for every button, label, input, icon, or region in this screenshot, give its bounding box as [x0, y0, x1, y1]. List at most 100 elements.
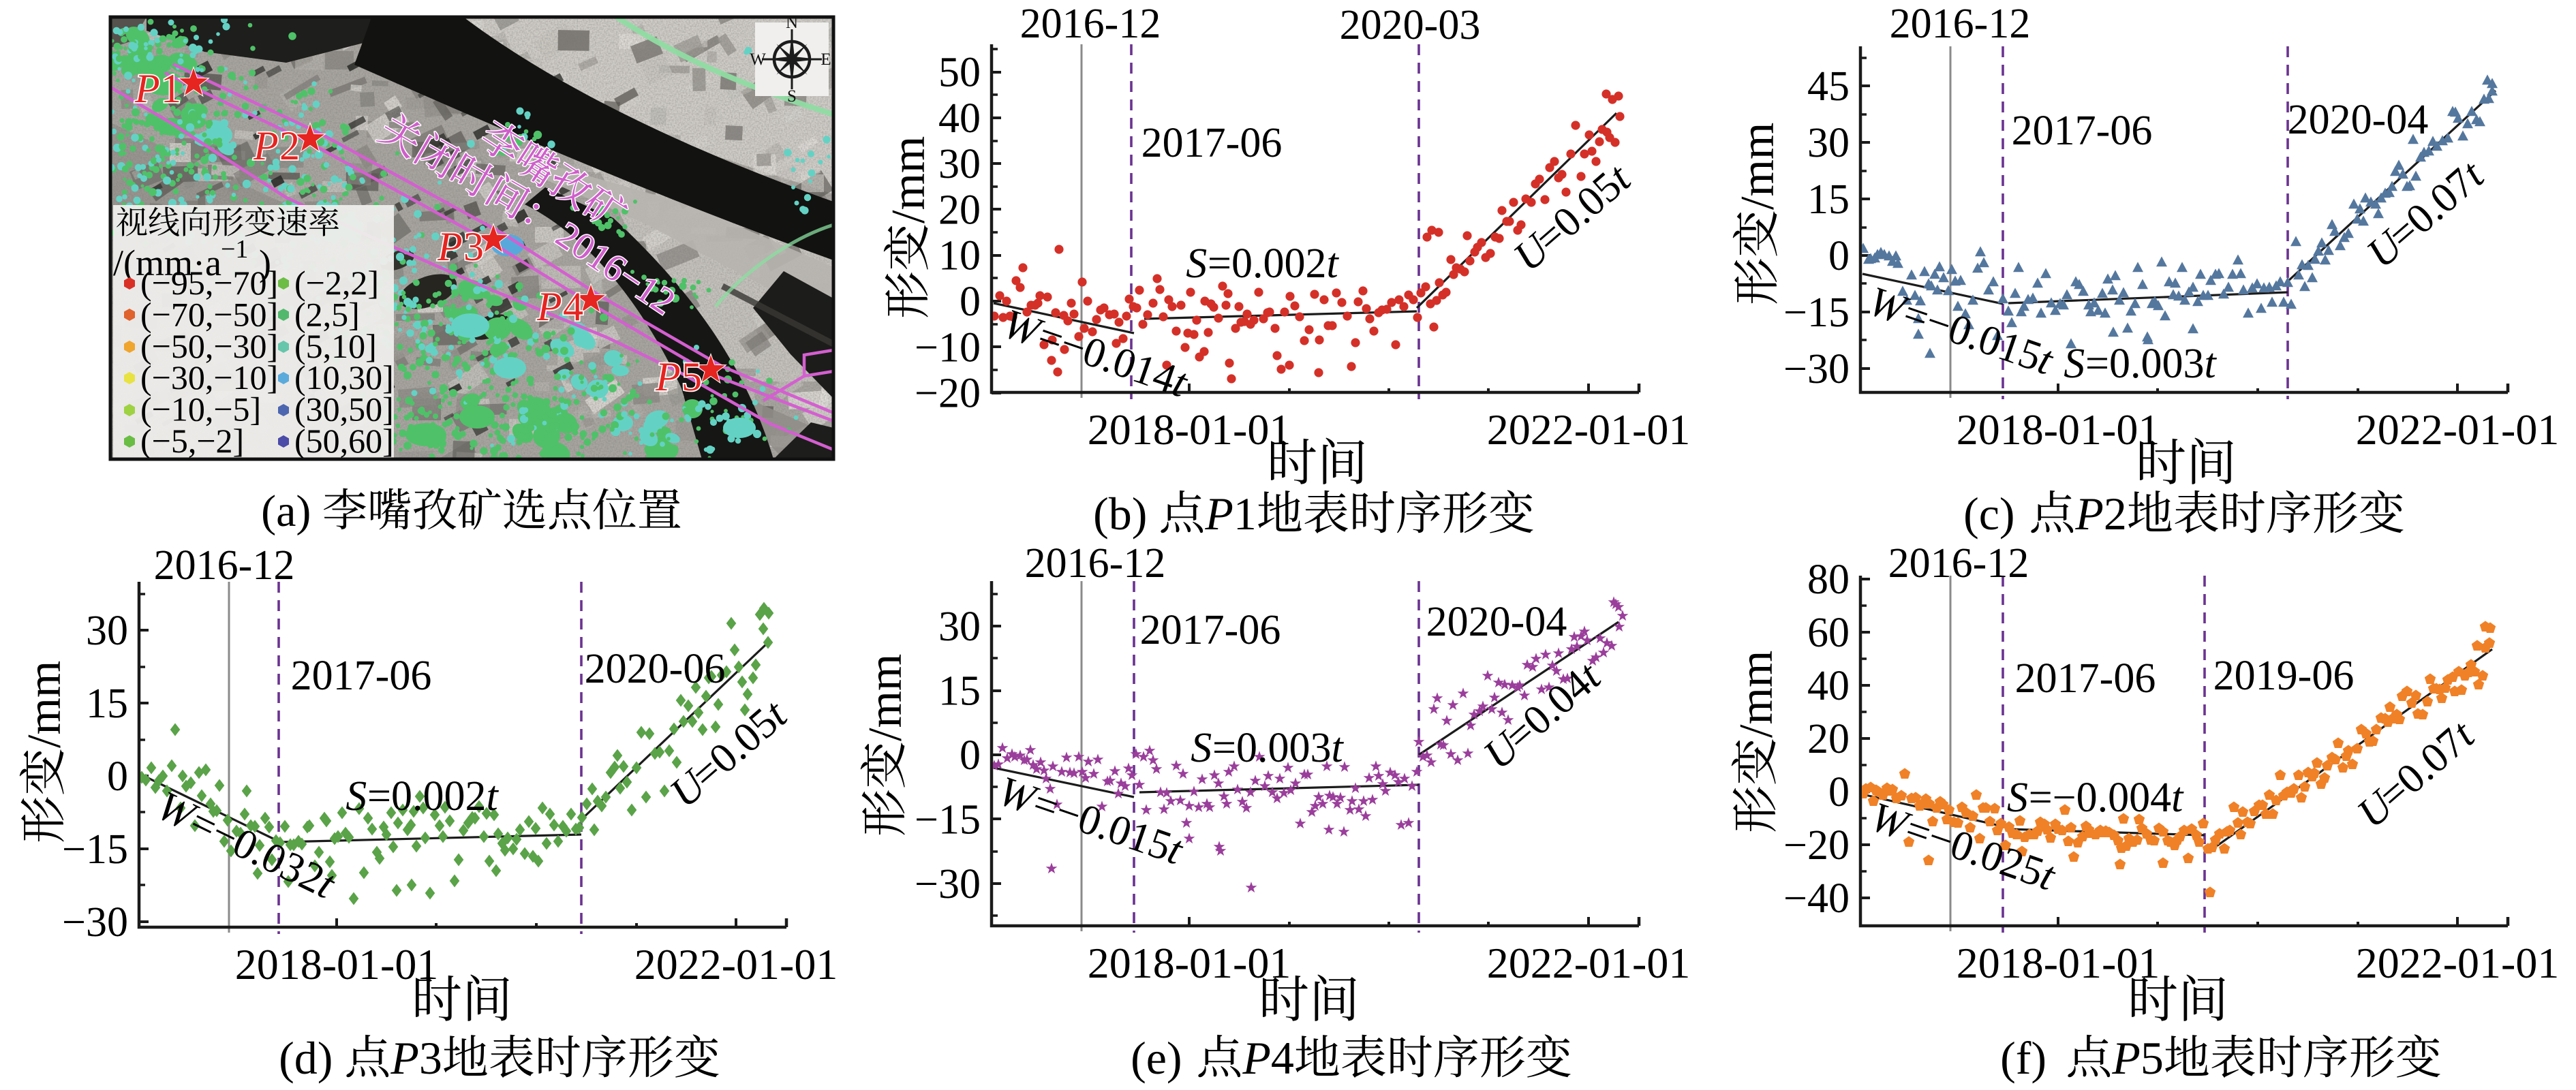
svg-text:(b): (b) [1093, 488, 1147, 540]
svg-text:50: 50 [938, 50, 981, 96]
svg-text:2016-12: 2016-12 [1890, 1, 2031, 47]
svg-text:2018-01-01: 2018-01-01 [1088, 939, 1291, 987]
svg-text:2018-01-01: 2018-01-01 [1957, 939, 2160, 987]
svg-text:(−2,2]: (−2,2] [294, 264, 379, 302]
svg-text:2: 2 [279, 123, 300, 168]
svg-text:30: 30 [938, 604, 981, 650]
svg-text:2022-01-01: 2022-01-01 [2356, 405, 2560, 454]
svg-text:P: P [1204, 488, 1233, 540]
svg-text:P: P [2074, 488, 2104, 540]
svg-text:(2,5]: (2,5] [294, 295, 360, 333]
svg-text:0: 0 [107, 753, 128, 800]
svg-text:30: 30 [1807, 120, 1850, 166]
svg-text:2016-12: 2016-12 [154, 542, 295, 589]
svg-text:−20: −20 [915, 371, 981, 417]
svg-text:P: P [2111, 1032, 2141, 1084]
svg-text:60: 60 [1807, 610, 1850, 656]
svg-text:S: S [2007, 775, 2028, 821]
svg-text:(−95,−70]: (−95,−70] [140, 264, 278, 302]
svg-text:2020-04: 2020-04 [1426, 599, 1567, 645]
svg-text:2019-06: 2019-06 [2213, 653, 2355, 699]
svg-text:(−30,−10]: (−30,−10] [140, 358, 278, 396]
svg-text:): ) [259, 243, 271, 283]
svg-text:S: S [787, 87, 797, 106]
svg-text:4: 4 [563, 284, 583, 329]
svg-text:(c): (c) [1963, 488, 2014, 540]
svg-text:P: P [134, 66, 160, 111]
svg-text:P: P [536, 284, 562, 329]
svg-text:30: 30 [86, 608, 128, 654]
svg-text:2017-06: 2017-06 [1140, 607, 1281, 653]
svg-text:30: 30 [938, 141, 981, 187]
svg-text:1: 1 [161, 66, 181, 111]
svg-text:40: 40 [938, 95, 981, 142]
svg-text:80: 80 [1807, 557, 1850, 603]
svg-text:=0.003: =0.003 [2085, 341, 2204, 387]
svg-text:(50,60]: (50,60] [294, 422, 394, 460]
svg-text:−30: −30 [915, 861, 981, 907]
svg-text:(−5,−2]: (−5,−2] [140, 422, 244, 460]
svg-text:(30,50]: (30,50] [294, 390, 394, 429]
svg-text:/mm: /mm [1732, 123, 1784, 210]
svg-text:2022-01-01: 2022-01-01 [2356, 939, 2560, 987]
svg-text:2017-06: 2017-06 [1141, 120, 1283, 166]
svg-text:S: S [1191, 725, 1212, 771]
svg-text:−15: −15 [915, 797, 981, 843]
svg-text:t: t [2204, 341, 2217, 387]
svg-text:t: t [2171, 775, 2184, 821]
svg-text:2018-01-01: 2018-01-01 [1957, 405, 2160, 454]
svg-text:2020-06: 2020-06 [585, 646, 726, 692]
svg-text:2016-12: 2016-12 [1025, 540, 1166, 587]
svg-text:−20: −20 [1783, 822, 1850, 869]
svg-text:0: 0 [960, 279, 981, 325]
svg-text:(10,30]: (10,30] [294, 358, 394, 396]
svg-text:2016-12: 2016-12 [1020, 1, 1161, 47]
svg-text:2022-01-01: 2022-01-01 [1487, 939, 1691, 987]
svg-text:10: 10 [938, 233, 981, 279]
svg-text:S: S [346, 773, 367, 820]
svg-text:2017-06: 2017-06 [2015, 655, 2156, 702]
svg-text:P: P [437, 224, 463, 269]
svg-text:/mm: /mm [859, 654, 912, 741]
svg-text:(−10,−5]: (−10,−5] [140, 390, 261, 429]
svg-text:(−50,−30]: (−50,−30] [140, 327, 278, 365]
svg-text:−30: −30 [1783, 346, 1850, 392]
svg-text:20: 20 [1807, 716, 1850, 762]
svg-text:−15: −15 [1783, 290, 1850, 336]
svg-text:40: 40 [1807, 663, 1850, 709]
svg-text:W: W [750, 50, 766, 69]
svg-text:0: 0 [1828, 233, 1850, 279]
svg-text:(e): (e) [1131, 1032, 1182, 1084]
svg-text:2016-12: 2016-12 [1888, 540, 2029, 587]
svg-text:3: 3 [419, 1032, 442, 1084]
svg-text:t: t [1331, 725, 1344, 771]
svg-text:P: P [253, 123, 279, 168]
svg-text:1: 1 [1233, 488, 1257, 540]
svg-text:(d): (d) [279, 1032, 333, 1084]
svg-text:/mm: /mm [883, 136, 935, 223]
svg-text:(−70,−50]: (−70,−50] [140, 295, 278, 333]
svg-text:2022-01-01: 2022-01-01 [634, 940, 838, 988]
svg-text:(f): (f) [2000, 1032, 2046, 1084]
svg-text:2018-01-01: 2018-01-01 [235, 940, 439, 988]
svg-text:20: 20 [938, 187, 981, 233]
svg-text:3: 3 [463, 224, 484, 269]
svg-text:P: P [1242, 1032, 1271, 1084]
svg-text:(a): (a) [261, 486, 311, 536]
svg-text:/(mm·a: /(mm·a [113, 243, 221, 283]
svg-text:0: 0 [960, 732, 981, 779]
svg-text:=−0.004: =−0.004 [2029, 775, 2171, 821]
svg-text:2018-01-01: 2018-01-01 [1088, 405, 1291, 454]
svg-text:/mm: /mm [1730, 651, 1783, 738]
svg-text:−10: −10 [915, 324, 981, 371]
svg-text:P: P [390, 1032, 419, 1084]
svg-text:2020-04: 2020-04 [2288, 97, 2429, 143]
svg-text:15: 15 [1807, 176, 1850, 223]
svg-text:2020-03: 2020-03 [1340, 2, 1481, 48]
svg-text:15: 15 [86, 681, 128, 727]
svg-text:/mm: /mm [18, 661, 71, 748]
svg-text:0: 0 [1828, 769, 1850, 815]
svg-text:2017-06: 2017-06 [291, 653, 432, 699]
svg-text:=0.003: =0.003 [1212, 725, 1331, 771]
svg-text:2: 2 [2104, 488, 2127, 540]
